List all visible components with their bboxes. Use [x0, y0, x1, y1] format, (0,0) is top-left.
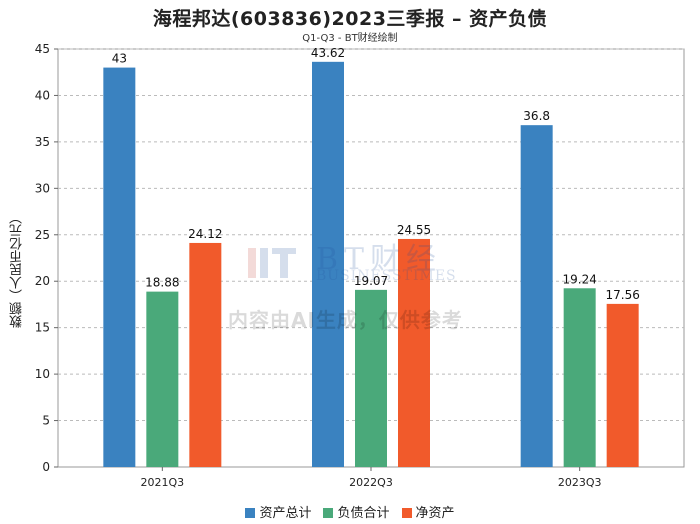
bar [103, 67, 136, 468]
x-tick-label: 2023Q3 [558, 476, 602, 489]
y-tick-label: 5 [42, 414, 50, 428]
bar [563, 288, 596, 467]
x-tick-label: 2021Q3 [141, 476, 185, 489]
y-tick-label: 25 [35, 228, 50, 242]
legend-label: 负债合计 [337, 506, 390, 521]
bar [398, 238, 430, 467]
legend-item: 负债合计 [323, 502, 390, 521]
bar-value-label: 17.56 [605, 288, 639, 302]
bar-value-label: 36.8 [523, 109, 550, 123]
legend-swatch [401, 508, 412, 518]
legend-swatch [323, 508, 334, 518]
x-tick-label: 2022Q3 [349, 476, 393, 489]
bt-logo-icon [248, 248, 296, 278]
bar [606, 303, 639, 467]
legend: 资产总计 负债合计 净资产 [0, 502, 700, 521]
legend-item: 净资产 [401, 502, 455, 521]
y-tick-label: 30 [35, 181, 50, 195]
bar [189, 242, 222, 467]
bar [312, 61, 344, 468]
bar [520, 125, 553, 468]
watermark-brand-text: BT财经 [316, 242, 443, 277]
y-tick-label: 15 [35, 321, 50, 335]
watermark-ai-notice: 内容由AI生成，仅供参考 [228, 308, 463, 332]
bar-value-label: 43.62 [311, 46, 345, 60]
watermark-brand-subtext: BUSINESSTIMES [316, 268, 457, 284]
y-tick-label: 35 [35, 135, 50, 149]
y-tick-label: 20 [35, 274, 50, 288]
y-tick-label: 0 [42, 460, 50, 474]
bar [355, 289, 387, 467]
watermark-brand: BT财经 BUSINESSTIMES [248, 238, 468, 288]
bar-value-label: 19.24 [562, 272, 596, 286]
bar-value-label: 19.07 [354, 274, 388, 288]
legend-label: 净资产 [415, 506, 455, 521]
legend-label: 资产总计 [259, 506, 312, 521]
y-tick-label: 10 [35, 367, 50, 381]
bar-value-label: 18.88 [145, 276, 179, 290]
bar-value-label: 43 [112, 52, 127, 66]
bar [146, 291, 179, 467]
y-tick-label: 40 [35, 88, 50, 102]
y-tick-label: 45 [35, 42, 50, 56]
legend-swatch [245, 508, 256, 518]
bar-value-label: 24.55 [397, 223, 431, 237]
legend-item: 资产总计 [245, 502, 311, 521]
bar-value-label: 24.12 [188, 227, 222, 241]
chart-subtitle: Q1-Q3 - BT财经绘制 [302, 33, 398, 44]
chart-title: 海程邦达(603836)2023三季报 – 资产负债 [152, 8, 548, 30]
